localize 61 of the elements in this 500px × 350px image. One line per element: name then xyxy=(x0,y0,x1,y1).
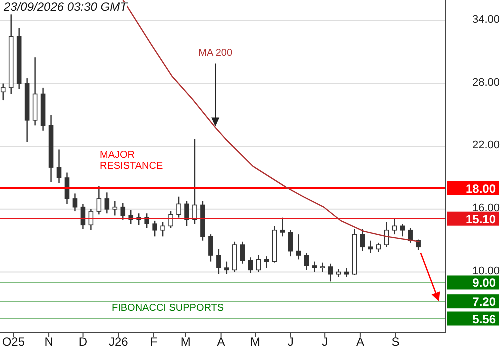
candlestick xyxy=(240,241,246,264)
candlestick xyxy=(296,234,302,260)
ref-line-label: 7.20 xyxy=(472,295,496,310)
candlestick xyxy=(312,261,318,273)
ref-line-label: 9.00 xyxy=(472,276,496,290)
candlestick xyxy=(72,193,78,212)
x-tick-label: F xyxy=(150,335,158,349)
candlestick xyxy=(208,234,214,262)
candlestick xyxy=(152,220,158,238)
candlestick xyxy=(408,228,413,244)
candlestick xyxy=(256,254,262,273)
annotation: FIBONACCI SUPPORTS xyxy=(112,303,224,314)
x-tick-label: A xyxy=(217,335,226,349)
candlestick xyxy=(104,192,110,214)
annotation: 23/09/2026 03:30 GMT xyxy=(4,0,128,14)
candlestick xyxy=(120,202,126,221)
x-tick-label: S xyxy=(392,335,400,349)
candlestick xyxy=(344,267,350,278)
y-tick-label: 34.00 xyxy=(472,14,500,26)
annotation: MAJOR RESISTANCE xyxy=(100,150,164,172)
x-tick-label: D xyxy=(78,335,88,349)
y-tick-label: 22.00 xyxy=(472,140,500,152)
candlestick xyxy=(384,221,390,248)
candlestick xyxy=(96,186,102,216)
x-tick-label: N xyxy=(44,335,54,349)
candlestick xyxy=(376,242,382,253)
candlestick xyxy=(248,257,254,274)
text: MA 200 xyxy=(198,48,233,59)
y-tick-label: 10.00 xyxy=(472,265,500,278)
candlestick xyxy=(56,149,62,184)
candlestick xyxy=(184,200,190,227)
candlestick xyxy=(280,217,286,238)
candlestick xyxy=(168,210,174,229)
candlestick xyxy=(264,256,270,269)
candlestick xyxy=(368,240,374,254)
y-tick-label: 16.00 xyxy=(472,202,500,214)
ref-line-label: 18.00 xyxy=(466,182,496,196)
x-tick-label: J26 xyxy=(108,335,129,349)
x-tick-label: M xyxy=(250,335,261,349)
x-tick-label: J xyxy=(288,335,294,349)
x-tick-label: J xyxy=(322,335,328,349)
x-tick-label: O25 xyxy=(2,335,26,349)
ref-line-label: 5.56 xyxy=(472,312,496,326)
candlestick xyxy=(400,223,405,238)
candlestick xyxy=(160,221,166,238)
ref-line-label: 15.10 xyxy=(466,212,496,226)
candlestick xyxy=(224,261,230,275)
candlestick xyxy=(360,228,366,252)
x-tick-label: A xyxy=(356,335,364,349)
candlestick xyxy=(320,262,326,273)
candlestick xyxy=(328,263,334,282)
candlestick xyxy=(304,252,310,271)
x-tick-label: M xyxy=(180,335,191,349)
candlestick xyxy=(192,138,198,225)
candlestick xyxy=(144,213,150,229)
candlestick xyxy=(112,200,118,216)
candlestick xyxy=(392,218,398,236)
candlestick xyxy=(216,248,222,275)
candlestick xyxy=(176,196,182,218)
candlestick xyxy=(288,230,294,258)
y-tick-label: 28.00 xyxy=(472,76,500,89)
